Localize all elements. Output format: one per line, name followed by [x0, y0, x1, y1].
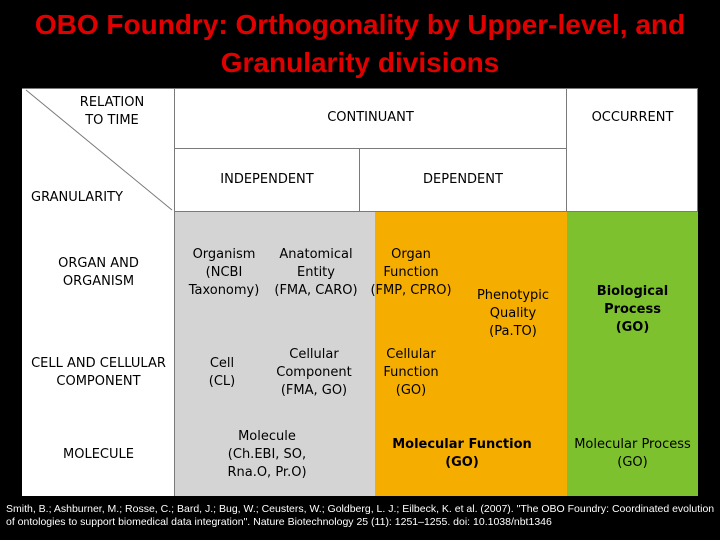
cell-molecular-process: Molecular Process (GO)	[574, 437, 691, 470]
orthogonality-table: RELATION TO TIME GRANULARITY CONTINUANT …	[22, 88, 698, 496]
cell-phenotypic-quality: Phenotypic Quality (Pa.TO)	[476, 288, 550, 339]
title-line-1: OBO Foundry: Orthogonality by Upper-leve…	[34, 9, 686, 40]
row-label-cell: CELL AND CELLULAR COMPONENT	[31, 356, 166, 389]
continuant-header: CONTINUANT	[327, 110, 414, 125]
row-label-organ: ORGAN AND ORGANISM	[58, 256, 139, 289]
dependent-block	[375, 212, 567, 496]
granularity-label: GRANULARITY	[31, 190, 123, 205]
occurrent-block	[567, 212, 698, 496]
independent-block	[175, 212, 375, 496]
cell-organ-function: Organ Function (FMP, CPRO)	[370, 247, 452, 298]
relation-to-time-label: RELATION TO TIME	[79, 95, 145, 128]
cell-cl: Cell (CL)	[208, 356, 236, 389]
page-title: OBO Foundry: Orthogonality by Upper-leve…	[0, 0, 720, 88]
cell-organism: Organism (NCBI Taxonomy)	[188, 247, 260, 298]
row-label-molecule: MOLECULE	[63, 447, 134, 462]
cell-biological-process: Biological Process (GO)	[596, 284, 669, 335]
independent-header: INDEPENDENT	[220, 172, 314, 187]
cell-molecule: Molecule (Ch.EBI, SO, Rna.O, Pr.O)	[227, 429, 307, 480]
citation: Smith, B.; Ashburner, M.; Rosse, C.; Bar…	[6, 503, 715, 528]
title-line-2: Granularity divisions	[220, 47, 500, 78]
dependent-header: DEPENDENT	[423, 172, 503, 187]
cell-anatomical-entity: Anatomical Entity (FMA, CARO)	[274, 247, 358, 298]
occurrent-header: OCCURRENT	[591, 110, 674, 125]
cell-molecular-function: Molecular Function (GO)	[392, 437, 532, 470]
corner-diagonal	[25, 89, 173, 211]
cell-cellular-component: Cellular Component (FMA, GO)	[276, 347, 352, 398]
cell-cellular-function: Cellular Function (GO)	[383, 347, 439, 398]
